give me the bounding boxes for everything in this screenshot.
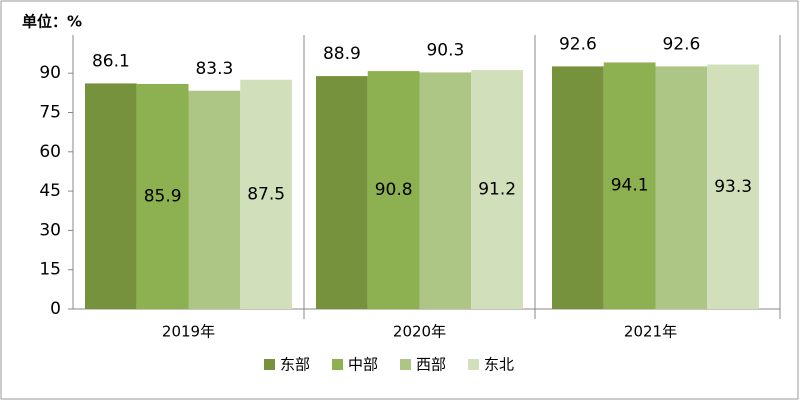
bar bbox=[240, 79, 292, 309]
x-tick-label: 2021年 bbox=[624, 323, 677, 341]
data-label: 86.1 bbox=[92, 51, 130, 71]
bar bbox=[136, 83, 189, 309]
data-label: 87.5 bbox=[247, 184, 285, 204]
bar bbox=[85, 83, 137, 309]
legend-swatch bbox=[332, 359, 343, 370]
x-tick-label: 2020年 bbox=[393, 323, 446, 341]
legend-label: 西部 bbox=[416, 356, 446, 374]
y-tick-label: 60 bbox=[39, 142, 61, 162]
y-tick-label: 30 bbox=[39, 220, 61, 240]
bar bbox=[367, 71, 420, 309]
data-label: 93.3 bbox=[714, 177, 752, 197]
data-label: 90.3 bbox=[426, 40, 464, 60]
bar bbox=[419, 72, 472, 309]
y-tick-label: 0 bbox=[50, 299, 61, 319]
chart-title: 单位：% bbox=[22, 13, 82, 31]
legend-swatch bbox=[264, 359, 275, 370]
x-tick-label: 2019年 bbox=[162, 323, 215, 341]
y-tick-label: 15 bbox=[39, 260, 61, 280]
data-label: 94.1 bbox=[611, 176, 649, 196]
legend-swatch bbox=[400, 359, 411, 370]
y-tick-label: 75 bbox=[39, 103, 61, 123]
bar bbox=[707, 64, 759, 309]
legend-label: 东部 bbox=[280, 356, 310, 374]
bar bbox=[471, 70, 523, 309]
data-label: 91.2 bbox=[478, 180, 516, 200]
bar bbox=[603, 62, 656, 309]
bar bbox=[188, 90, 241, 309]
data-label: 88.9 bbox=[323, 44, 361, 64]
y-tick-label: 90 bbox=[39, 63, 61, 83]
data-label: 83.3 bbox=[195, 59, 233, 79]
data-label: 92.6 bbox=[559, 34, 597, 54]
bar bbox=[316, 76, 368, 309]
data-label: 92.6 bbox=[662, 34, 700, 54]
y-tick-label: 45 bbox=[39, 181, 61, 201]
bar bbox=[655, 66, 708, 309]
data-label: 85.9 bbox=[144, 186, 182, 206]
legend-label: 中部 bbox=[348, 356, 378, 374]
legend-swatch bbox=[468, 359, 479, 370]
legend-label: 东北 bbox=[484, 356, 514, 374]
data-label: 90.8 bbox=[375, 180, 413, 200]
bar bbox=[552, 66, 604, 309]
